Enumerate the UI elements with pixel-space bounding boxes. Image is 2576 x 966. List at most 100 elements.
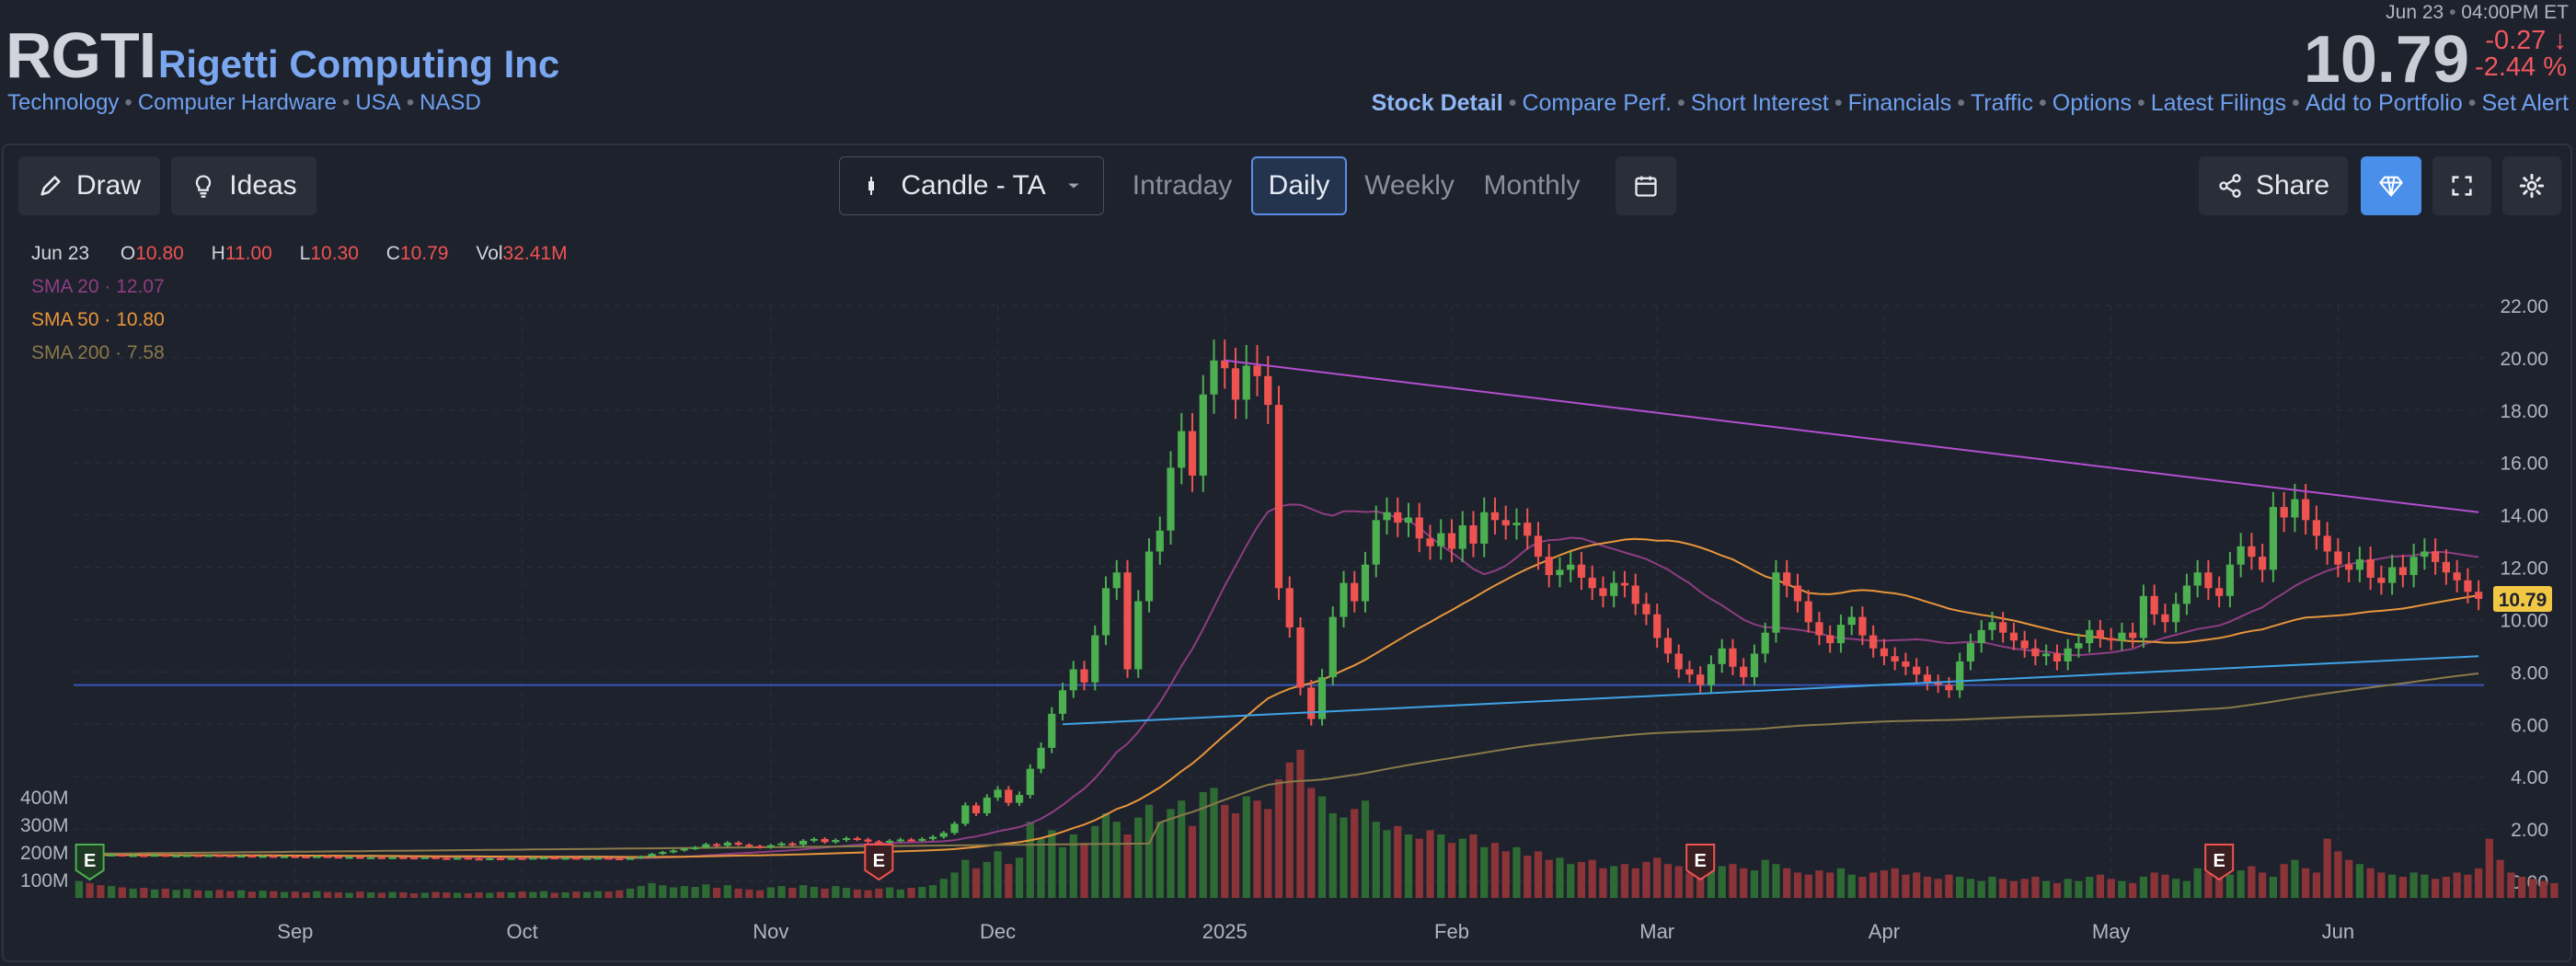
volume-bar: [2237, 870, 2245, 898]
volume-bar: [2031, 877, 2040, 898]
fullscreen-icon: [2452, 176, 2472, 196]
volume-bar: [1610, 866, 1618, 898]
candle-body: [1015, 795, 1024, 803]
candle-body: [172, 855, 180, 857]
nav-options[interactable]: Options: [2052, 90, 2132, 116]
candle-body: [950, 823, 959, 834]
exchange-link[interactable]: NASD: [420, 90, 481, 115]
ideas-button[interactable]: Ideas: [171, 156, 316, 215]
price-chart[interactable]: 22.00 20.00 18.00 16.00 14.00 12.00 10.00 8.00 6…: [4, 226, 2570, 960]
candle-body: [1740, 666, 1748, 678]
volume-bar: [2323, 838, 2331, 898]
candle-body: [2237, 546, 2245, 565]
candle-body: [572, 857, 581, 860]
candle-body: [2409, 557, 2418, 576]
candle-body: [853, 838, 861, 841]
nav-financials[interactable]: Financials: [1847, 90, 1952, 116]
nav-stock-detail[interactable]: Stock Detail: [1371, 90, 1503, 116]
volume-bar: [1178, 800, 1186, 898]
tab-weekly[interactable]: Weekly: [1364, 170, 1455, 201]
volume-bar: [172, 890, 180, 898]
candle-body: [1361, 564, 1370, 602]
candle-body: [1588, 577, 1596, 589]
candle-body: [1858, 616, 1867, 636]
candle-body: [1285, 588, 1294, 627]
y-tick-label: 2.00: [2511, 820, 2548, 841]
nav-alert[interactable]: Set Alert: [2481, 90, 2570, 116]
ohlc-legend: Jun 23 O10.80 H11.00 L10.30 C10.79 Vol32…: [31, 243, 568, 264]
candle-body: [2442, 561, 2450, 573]
volume-bar: [161, 888, 169, 898]
candle-body: [518, 857, 526, 860]
candle-body: [1674, 653, 1683, 670]
draw-button[interactable]: Draw: [18, 156, 160, 215]
candle-body: [1783, 572, 1791, 586]
candle-body: [1577, 564, 1586, 578]
candle-body: [1902, 661, 1910, 667]
volume-bar: [1945, 874, 1953, 898]
candle-body: [1340, 582, 1348, 617]
nav-compare[interactable]: Compare Perf.: [1522, 90, 1673, 116]
ticker-symbol: RGTI: [6, 19, 156, 91]
candle-body: [2172, 604, 2180, 623]
diamond-icon: [2379, 176, 2403, 197]
volume-bar: [2302, 868, 2310, 898]
volume-bar: [777, 886, 786, 898]
x-tick-label: Dec: [980, 920, 1016, 943]
volume-bar: [1490, 843, 1500, 898]
company-name[interactable]: Rigetti Computing Inc: [158, 42, 560, 86]
volume-bar: [2280, 864, 2288, 898]
tab-monthly[interactable]: Monthly: [1483, 170, 1581, 201]
industry-link[interactable]: Computer Hardware: [137, 90, 337, 115]
chart-toolbar: Draw Ideas Candle - TA Intraday Daily We…: [4, 145, 2570, 226]
volume-bar: [994, 851, 1002, 898]
candle-body: [1058, 690, 1067, 714]
fullscreen-button[interactable]: [2432, 156, 2491, 215]
premium-button[interactable]: [2361, 156, 2421, 215]
candle-body: [582, 857, 592, 860]
volume-bar: [2464, 874, 2472, 898]
nav-traffic[interactable]: Traffic: [1970, 90, 2034, 116]
candle-body: [1156, 530, 1164, 552]
volume-bar: [2345, 859, 2353, 898]
volume-bar: [2182, 880, 2191, 898]
volume-bar: [1351, 809, 1359, 898]
nav-filings[interactable]: Latest Filings: [2150, 90, 2287, 116]
volume-bar: [2193, 868, 2202, 898]
sector-link[interactable]: Technology: [7, 90, 120, 115]
candle-body: [1296, 627, 1305, 688]
settings-button[interactable]: [2502, 156, 2561, 215]
volume-bar: [1663, 864, 1673, 898]
candle-body: [1524, 523, 1532, 536]
volume-bar: [1902, 874, 1910, 898]
tab-daily[interactable]: Daily: [1251, 156, 1347, 215]
calendar-button[interactable]: [1616, 156, 1676, 215]
candle-body: [1317, 677, 1327, 719]
volume-bar: [129, 888, 137, 898]
volume-bar: [2496, 859, 2504, 898]
volume-bar: [1415, 838, 1423, 898]
candle-body: [431, 857, 440, 859]
candle-body: [648, 854, 656, 857]
volume-bar: [2291, 859, 2299, 898]
tab-intraday[interactable]: Intraday: [1132, 170, 1233, 201]
volume-bar: [1599, 868, 1607, 898]
vol-tick-label: 300M: [20, 815, 69, 836]
candle-body: [1718, 648, 1726, 664]
candle-body: [1210, 360, 1218, 395]
volume-bar: [1167, 809, 1175, 898]
country-link[interactable]: USA: [355, 90, 401, 115]
candle-body: [529, 857, 537, 860]
candle-body: [1480, 512, 1489, 544]
candle-body: [453, 857, 462, 860]
volume-bar: [2259, 872, 2267, 898]
nav-portfolio[interactable]: Add to Portfolio: [2305, 90, 2463, 116]
candle-body: [1242, 365, 1250, 400]
chart-type-select[interactable]: Candle - TA: [839, 156, 1104, 215]
vol-tick-label: 200M: [20, 843, 69, 864]
nav-short-interest[interactable]: Short Interest: [1690, 90, 1829, 116]
candle-body: [832, 840, 840, 843]
share-button[interactable]: Share: [2199, 156, 2348, 215]
candle-body: [2118, 632, 2126, 641]
